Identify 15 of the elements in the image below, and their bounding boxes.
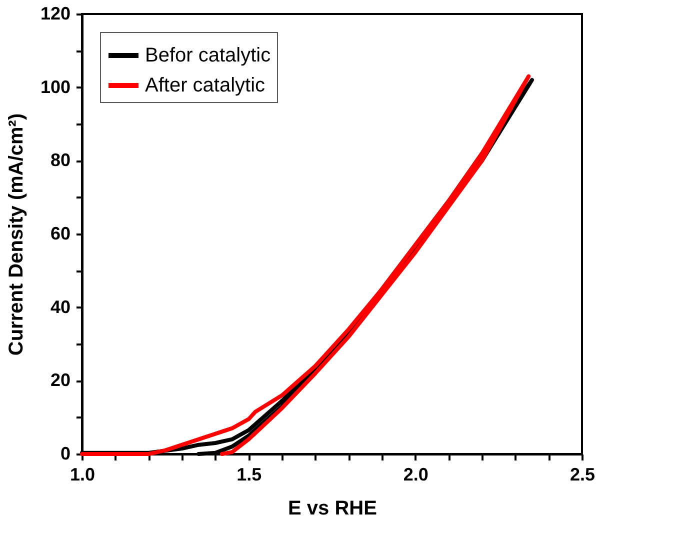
y-tick-label: 80 [50, 150, 70, 170]
x-tick-label: 2.0 [403, 464, 428, 484]
x-tick-label: 1.5 [236, 464, 262, 484]
legend-label: After catalytic [145, 74, 266, 96]
y-tick-label: 120 [40, 4, 70, 24]
y-tick-label: 60 [50, 224, 70, 244]
y-tick-label: 40 [50, 296, 70, 317]
x-tick-label: 2.5 [570, 464, 596, 484]
x-tick-label: 1.0 [70, 464, 96, 484]
legend-label: Befor catalytic [145, 44, 271, 66]
y-tick-label: 0 [60, 444, 70, 464]
y-axis-title: Current Density (mA/cm²) [5, 113, 28, 356]
y-tick-label: 20 [50, 370, 70, 390]
x-axis-title: E vs RHE [288, 498, 377, 520]
y-tick-label: 100 [40, 76, 70, 97]
